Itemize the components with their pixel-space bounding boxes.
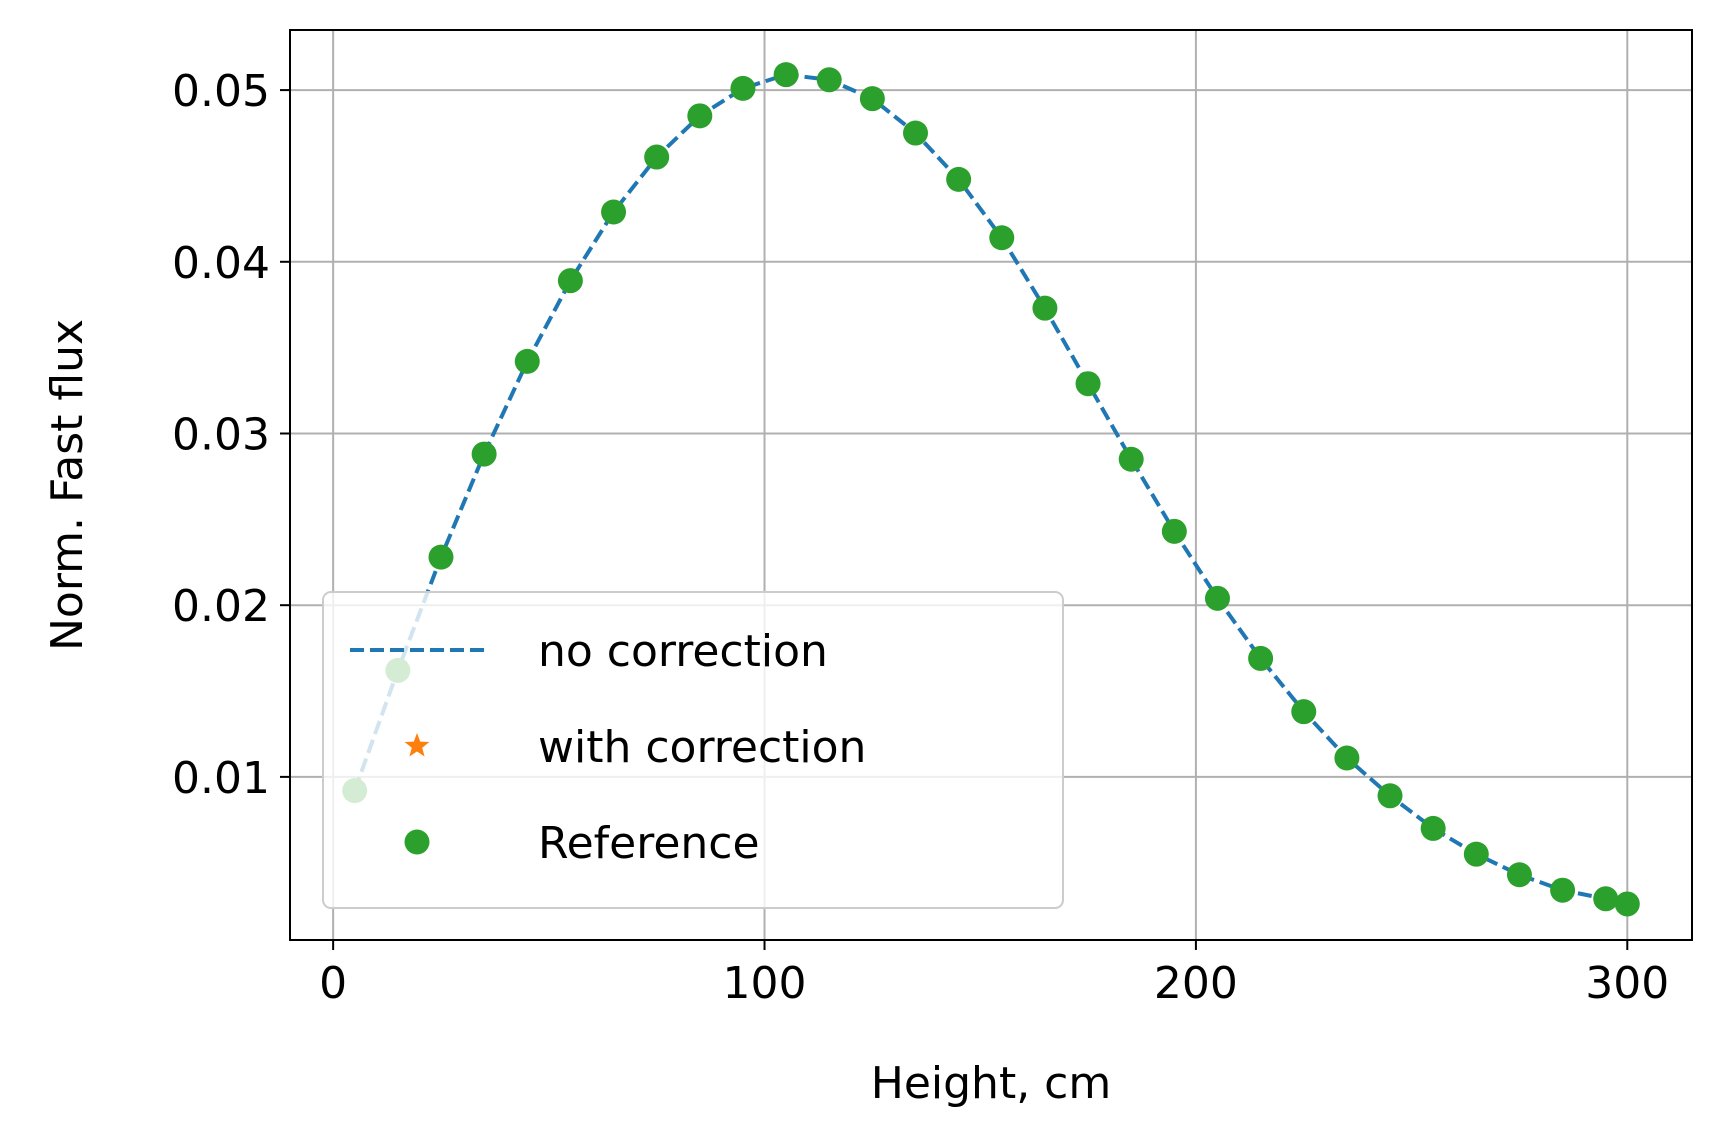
x-tick-label: 200	[1154, 958, 1238, 1009]
reference-point	[428, 544, 454, 570]
reference-point	[687, 103, 713, 129]
reference-point	[730, 75, 756, 101]
reference-point	[946, 166, 972, 192]
reference-point	[903, 120, 929, 146]
reference-point	[1550, 877, 1576, 903]
reference-point	[1506, 862, 1532, 888]
axis-ticks: 0 100 200 300 0.01 0.02 0.03 0.04 0.05	[172, 66, 1669, 1009]
y-tick-label: 0.05	[172, 66, 270, 117]
y-tick-label: 0.03	[172, 409, 270, 460]
reference-point	[601, 199, 627, 225]
x-tick-label: 300	[1585, 958, 1669, 1009]
legend-label-no-correction: no correction	[538, 626, 828, 677]
reference-point	[471, 441, 497, 467]
y-axis-label: Norm. Fast flux	[42, 319, 93, 651]
reference-point	[1593, 886, 1619, 912]
x-tick-label: 100	[723, 958, 807, 1009]
reference-point	[644, 144, 670, 170]
legend-reference-handle	[404, 829, 430, 855]
reference-point	[1118, 446, 1144, 472]
plot-frame	[289, 29, 1693, 941]
legend-label-with-correction: with correction	[538, 722, 866, 773]
reference-point	[1377, 783, 1403, 809]
legend-label-reference: Reference	[538, 818, 760, 869]
reference-point	[989, 225, 1015, 251]
reference-point	[1463, 841, 1489, 867]
reference-point	[1161, 518, 1187, 544]
reference-point	[1614, 891, 1640, 917]
x-axis-label: Height, cm	[871, 1058, 1111, 1109]
reference-point	[1291, 699, 1317, 725]
reference-point	[1248, 645, 1274, 671]
y-tick-label: 0.01	[172, 753, 270, 804]
legend: no correction with correction Reference	[322, 591, 1064, 909]
reference-point	[1204, 585, 1230, 611]
reference-point	[514, 348, 540, 374]
reference-point	[773, 62, 799, 88]
y-tick-label: 0.02	[172, 581, 270, 632]
reference-point	[557, 268, 583, 294]
reference-point	[1075, 371, 1101, 397]
reference-point	[816, 67, 842, 93]
legend-with-correction-handle	[404, 733, 430, 757]
reference-point	[1334, 745, 1360, 771]
y-tick-label: 0.04	[172, 238, 270, 289]
reference-point	[1032, 295, 1058, 321]
reference-point	[859, 86, 885, 112]
x-tick-label: 0	[319, 958, 347, 1009]
reference-point	[1420, 815, 1446, 841]
legend-box	[322, 591, 1064, 909]
